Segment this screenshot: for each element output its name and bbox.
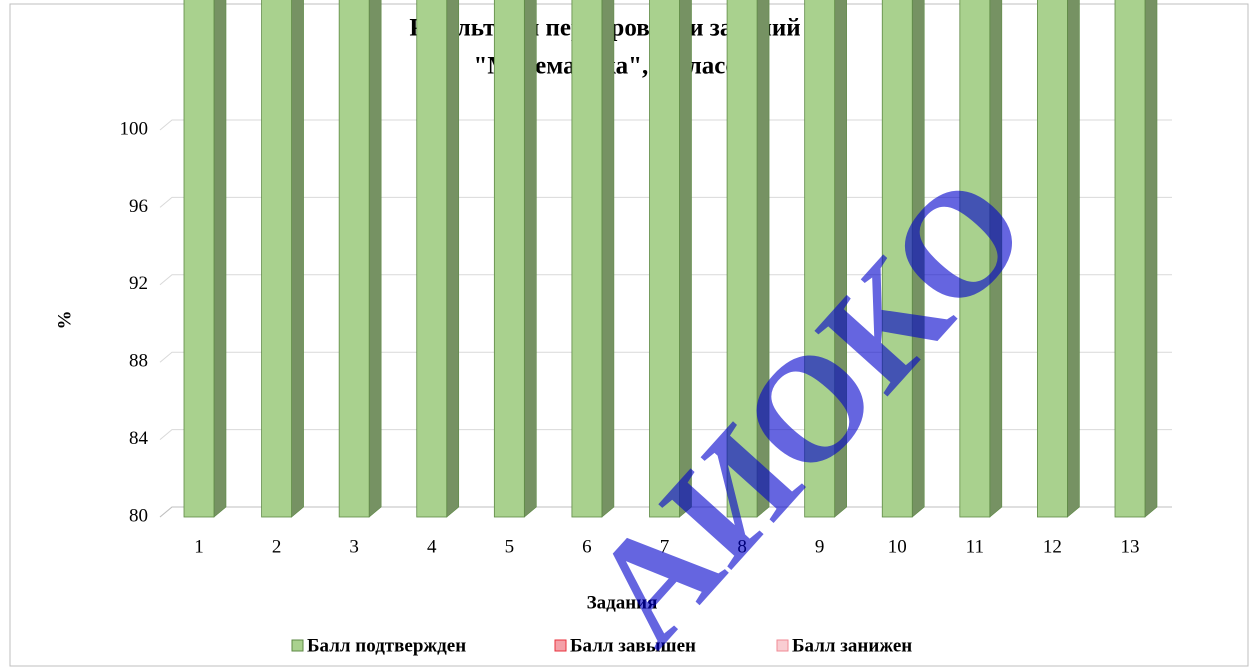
bar [183,0,215,518]
x-tick-label: 3 [349,536,359,557]
bar-side [1144,0,1158,518]
bar [1114,0,1146,518]
legend-swatch [776,639,789,652]
x-tick-label: 4 [427,536,437,557]
y-tick-label: 84 [129,428,149,449]
bar-side [446,0,460,518]
x-tick-label: 13 [1121,536,1140,557]
bar-side [989,0,1003,518]
bar [804,0,836,518]
x-tick-label: 12 [1043,536,1062,557]
y-tick-label: 80 [129,505,148,526]
legend-label: Балл завышен [570,635,696,656]
legend: Балл подтвержден Балл завышен Балл занижен [291,635,912,656]
legend-label: Балл подтвержден [307,635,466,656]
y-tick-label: 96 [129,196,148,217]
bar-side [834,0,847,518]
y-tick-label: 100 [120,118,149,139]
bar-side [291,0,304,518]
bar-side [756,0,770,518]
bars [183,0,1158,518]
bar [416,0,448,518]
bar-side [911,0,925,518]
bar [493,0,525,518]
legend-swatch [554,639,567,652]
x-tick-label: 5 [505,536,515,557]
legend-label: Балл занижен [792,635,912,656]
bar-side [368,0,382,518]
x-tick-label: 7 [660,536,670,557]
x-tick-label: 10 [888,536,907,557]
x-axis-label: Задания [587,592,658,613]
x-tick-label: 1 [194,536,204,557]
bar [261,0,292,518]
x-tick-label: 8 [737,536,747,557]
bar [338,0,370,518]
x-tick-label: 11 [966,536,984,557]
bar-side [1067,0,1080,518]
bar-side [524,0,537,518]
bar [571,0,603,518]
labels: 199,80,202991,10,331000,50499,30,705972,… [194,536,1140,557]
y-tick-label: 88 [129,351,148,372]
bar [1037,0,1068,518]
bar-side [601,0,615,518]
bar [881,0,913,518]
y-tick-label: 92 [129,273,148,294]
bar-side [213,0,227,518]
x-tick-label: 2 [272,536,282,557]
legend-swatch [291,639,304,652]
bar-side [679,0,692,518]
x-tick-label: 9 [815,536,825,557]
bar [649,0,680,518]
bar [959,0,991,518]
x-tick-label: 6 [582,536,592,557]
bar [726,0,758,518]
y-axis-label: % [54,311,75,330]
